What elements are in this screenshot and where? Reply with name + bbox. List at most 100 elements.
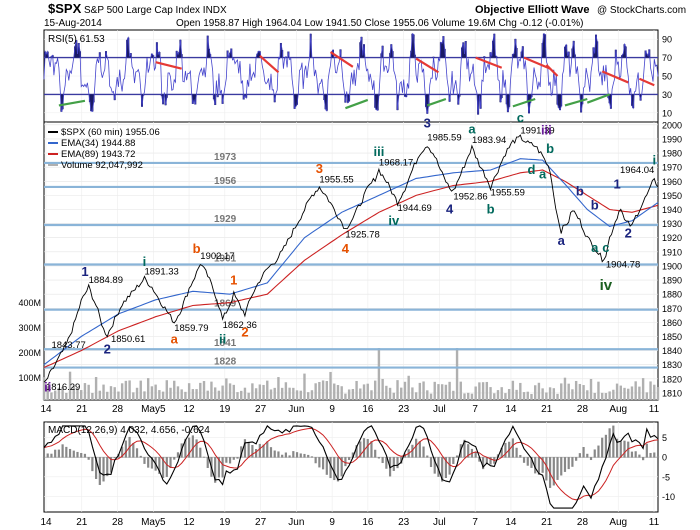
histogram-bar	[314, 457, 317, 464]
volume-bar	[452, 390, 455, 400]
volume-bar	[295, 390, 299, 400]
volume-bar	[195, 389, 198, 400]
volume-bar	[232, 384, 235, 400]
histogram-bar	[563, 457, 567, 472]
volume-bar	[57, 387, 61, 400]
histogram-bar	[299, 453, 302, 458]
wave-label: c	[602, 240, 609, 255]
volume-bar	[359, 388, 362, 400]
histogram-bar	[601, 437, 604, 458]
level-label: 1901	[214, 254, 237, 265]
volume-bar	[493, 393, 496, 400]
x-tick-label: 21	[76, 404, 88, 415]
histogram-bar	[519, 454, 522, 458]
histogram-bar	[158, 457, 161, 474]
ema89-line	[43, 169, 659, 368]
histogram-bar	[132, 443, 135, 458]
price-value-label: 1850.61	[111, 334, 145, 345]
histogram-bar	[627, 441, 630, 458]
histogram-bar	[161, 457, 165, 478]
volume-bar	[504, 393, 507, 400]
volume-bar	[258, 384, 262, 400]
histogram-bar	[106, 457, 109, 477]
x-tick-label: Aug	[609, 517, 627, 528]
volume-bar	[552, 388, 556, 400]
volume-bar	[269, 389, 273, 400]
wave-label: i	[143, 254, 147, 269]
legend-entry: Volume 92,047,992	[61, 160, 143, 171]
volume-bar	[50, 392, 53, 400]
wave-label: i	[652, 152, 656, 167]
level-label: 1929	[214, 214, 237, 225]
histogram-bar	[61, 444, 64, 458]
volume-bar	[240, 390, 243, 400]
histogram-bar	[355, 445, 358, 458]
volume-bar	[292, 387, 295, 400]
wave-label: 4	[342, 241, 350, 256]
volume-bar	[627, 388, 630, 400]
volume-bar	[176, 386, 180, 400]
volume-bar	[422, 381, 425, 400]
histogram-bar	[429, 457, 433, 468]
price-value-label: 1991.39	[520, 125, 554, 136]
macd-title: MACD(12,26,9) 4.032, 4.656, -0.624	[48, 425, 210, 436]
histogram-bar	[467, 444, 470, 458]
volume-bar	[373, 380, 377, 400]
price-tick-label: 1950	[662, 191, 682, 201]
histogram-bar	[530, 457, 533, 468]
price-value-label: 1843.77	[51, 340, 85, 351]
price-value-label: 1968.17	[379, 158, 413, 169]
wave-label: 3	[424, 116, 431, 131]
histogram-bar	[240, 446, 243, 458]
histogram-bar	[638, 454, 641, 458]
volume-bars	[42, 348, 660, 400]
volume-bar	[83, 383, 87, 400]
volume-bar	[522, 392, 526, 400]
price-line	[43, 134, 659, 383]
volume-bar	[370, 390, 373, 400]
histogram-bar	[199, 447, 202, 458]
histogram-bar	[258, 443, 261, 458]
histogram-bar	[94, 457, 98, 479]
histogram-bar	[121, 446, 124, 458]
volume-bar	[128, 380, 131, 400]
volume-bar	[254, 388, 258, 400]
volume-bar	[94, 377, 98, 400]
divergence-line	[415, 57, 440, 74]
price-tick-label: 1960	[662, 177, 682, 187]
volume-bar	[169, 387, 172, 400]
wave-label: 4	[446, 202, 454, 217]
divergence-line	[426, 97, 447, 107]
macd-tick-label: -10	[662, 492, 675, 502]
volume-tick-label: 300M	[18, 323, 41, 333]
macd-x-axis: 14 21 28 May5 12 19 27 Jun 9 16 23 Jul 7 14 21 28 Aug 11	[40, 517, 659, 528]
x-tick-label: 11	[649, 517, 660, 528]
price-value-label: 1983.94	[472, 135, 506, 146]
volume-bar	[206, 390, 209, 400]
histogram-bar	[344, 457, 347, 467]
volume-bar	[336, 385, 340, 400]
histogram-bar	[656, 455, 660, 458]
wave-label: iv	[388, 213, 400, 228]
histogram-bar	[336, 457, 340, 482]
wave-label: 2	[104, 341, 111, 356]
volume-bar	[154, 384, 157, 400]
volume-bar	[437, 384, 440, 400]
symbol-title: $SPX	[48, 1, 82, 16]
volume-bar	[597, 381, 600, 400]
histogram-bar	[556, 457, 559, 480]
price-gridlines	[44, 122, 658, 400]
volume-bar	[173, 380, 176, 400]
volume-bar	[329, 371, 332, 400]
divergence-line	[523, 56, 551, 70]
histogram-bar	[500, 447, 503, 458]
histogram-bar	[642, 457, 645, 461]
legend-entry: $SPX (60 min) 1955.06	[61, 127, 160, 138]
price-tick-label: 1990	[662, 134, 682, 144]
rsi-panel: 10 30 50 70 90 RSI(5) 61.53	[43, 29, 672, 123]
x-tick-label: 28	[112, 404, 124, 415]
volume-bar	[150, 386, 154, 400]
histogram-bar	[292, 451, 295, 458]
price-tick-label: 1880	[662, 290, 682, 300]
